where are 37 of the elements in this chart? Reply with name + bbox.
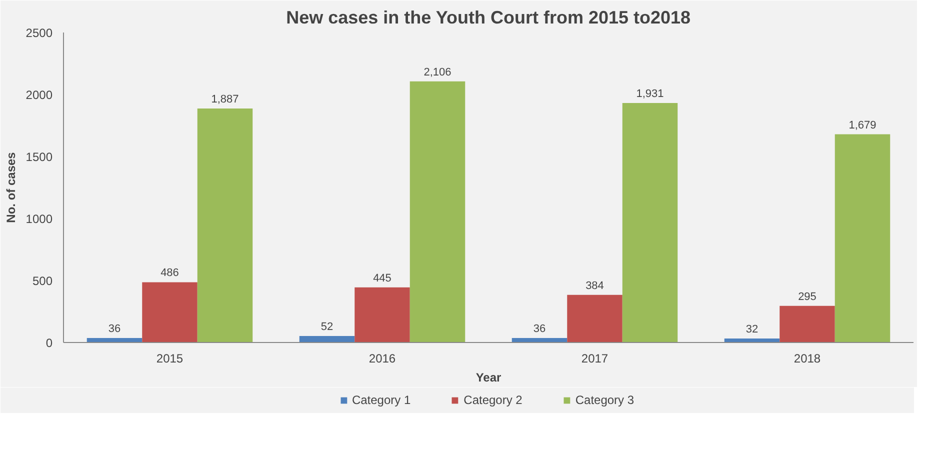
y-axis-title: No. of cases bbox=[4, 152, 18, 223]
x-tick-label: 2018 bbox=[794, 352, 821, 366]
data-label: 32 bbox=[746, 324, 758, 336]
bar bbox=[780, 306, 835, 342]
bar bbox=[299, 336, 355, 342]
data-label: 36 bbox=[108, 323, 121, 336]
y-tick-label: 2500 bbox=[26, 26, 53, 40]
bar bbox=[354, 287, 410, 342]
data-label: 36 bbox=[533, 323, 546, 336]
y-tick-label: 2000 bbox=[26, 88, 53, 102]
y-tick-label: 500 bbox=[32, 274, 53, 288]
bar bbox=[142, 282, 198, 342]
bar bbox=[567, 294, 622, 342]
data-label: 1,887 bbox=[211, 94, 239, 106]
bar bbox=[410, 81, 466, 342]
data-label: 2,106 bbox=[424, 66, 452, 78]
data-label: 1,679 bbox=[848, 119, 876, 132]
y-tick-label: 0 bbox=[46, 336, 53, 350]
legend-label: Category 3 bbox=[575, 393, 634, 407]
legend-label: Category 1 bbox=[352, 393, 411, 407]
data-label: 295 bbox=[798, 290, 816, 303]
y-tick-label: 1500 bbox=[26, 150, 53, 164]
x-axis-title: Year bbox=[476, 370, 502, 384]
bar bbox=[834, 134, 890, 342]
y-tick-label: 1000 bbox=[26, 212, 53, 226]
x-tick-label: 2017 bbox=[581, 352, 608, 366]
chart-title: New cases in the Youth Court from 2015 to2018 bbox=[286, 8, 691, 28]
bar bbox=[622, 103, 678, 342]
data-label: 52 bbox=[320, 321, 334, 334]
data-label: 1,931 bbox=[636, 88, 664, 100]
data-label: 445 bbox=[373, 272, 392, 284]
x-tick-label: 2016 bbox=[368, 352, 396, 366]
legend-label: Category 2 bbox=[464, 393, 522, 407]
x-tick-label: 2015 bbox=[156, 352, 184, 366]
data-label: 486 bbox=[160, 267, 179, 280]
data-label: 384 bbox=[586, 280, 604, 292]
bar bbox=[197, 108, 253, 342]
